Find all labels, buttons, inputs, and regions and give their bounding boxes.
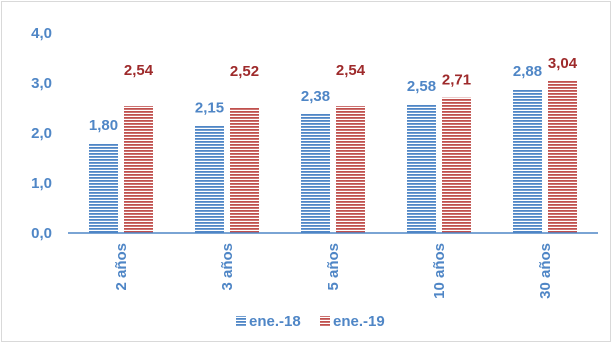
legend-label: ene.-19 — [333, 313, 385, 330]
bar-ene-18 — [513, 89, 542, 233]
data-label: 1,80 — [89, 117, 118, 134]
data-label: 2,71 — [442, 72, 471, 89]
category-label: 30 años — [537, 243, 554, 299]
bar-ene-18 — [89, 143, 118, 233]
data-label: 2,54 — [124, 62, 154, 79]
data-label: 3,04 — [548, 55, 578, 72]
legend-item-ene-19: ene.-19 — [320, 313, 385, 330]
data-label: 2,54 — [336, 62, 366, 79]
data-label: 2,52 — [230, 63, 259, 80]
bar-ene-19 — [548, 81, 577, 233]
category-label: 10 años — [431, 243, 448, 299]
category-label: 3 años — [219, 243, 236, 291]
data-label: 2,88 — [513, 63, 542, 80]
data-label: 2,15 — [195, 100, 224, 117]
bar-ene-18 — [195, 125, 224, 233]
y-tick-label: 1,0 — [31, 175, 52, 192]
y-tick-label: 0,0 — [31, 225, 52, 242]
bar-ene-18 — [407, 104, 436, 233]
bar-ene-19 — [230, 107, 259, 233]
y-tick-label: 2,0 — [31, 125, 52, 142]
y-axis-tick-labels: 0,0 1,0 2,0 3,0 4,0 — [31, 25, 52, 242]
data-label: 2,38 — [301, 88, 330, 105]
legend-label: ene.-18 — [249, 313, 301, 330]
y-tick-label: 3,0 — [31, 75, 52, 92]
category-labels: 2 años 3 años 5 años 10 años 30 años — [113, 243, 554, 299]
data-labels: 1,80 2,54 2,15 2,52 2,38 2,54 2,58 2,71 2,88 3,04 — [89, 55, 578, 134]
bar-ene-19 — [124, 106, 153, 233]
data-label: 2,58 — [407, 78, 436, 95]
bar-ene-18 — [301, 114, 330, 233]
legend-item-ene-18: ene.-18 — [236, 313, 301, 330]
legend: ene.-18 ene.-19 — [236, 313, 385, 330]
bar-ene-19 — [442, 97, 471, 233]
category-label: 2 años — [113, 243, 130, 291]
legend-swatch — [236, 316, 246, 326]
legend-swatch — [320, 316, 330, 326]
bars — [89, 81, 577, 233]
bar-ene-19 — [336, 106, 365, 233]
category-label: 5 años — [325, 243, 342, 291]
y-tick-label: 4,0 — [31, 25, 52, 42]
